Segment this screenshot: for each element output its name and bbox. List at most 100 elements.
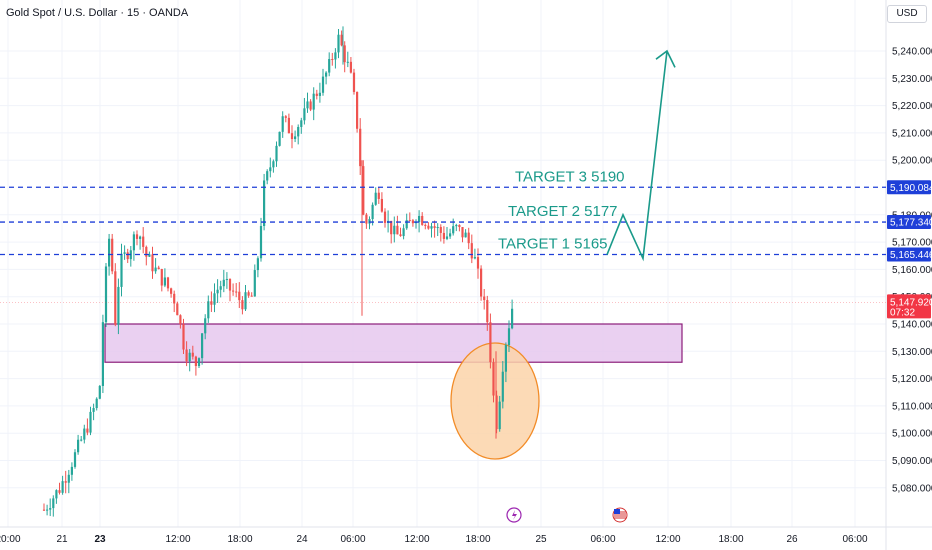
- candle-body: [498, 401, 501, 430]
- candle-body: [359, 128, 362, 167]
- candle-body: [238, 291, 241, 301]
- candle-body: [247, 292, 250, 296]
- candle-body: [86, 428, 89, 433]
- currency-button[interactable]: USD: [887, 5, 927, 23]
- candle-body: [371, 204, 374, 220]
- time-axis[interactable]: 20:00 21 23 12:00 18:00 24 06:00 12:00 18:00 25 06…: [0, 534, 868, 545]
- candle-body: [235, 291, 238, 293]
- target-label: TARGET 3 5190: [515, 168, 625, 185]
- flag-canton: [614, 509, 620, 514]
- projection-arrow: [606, 50, 668, 262]
- candle-body: [185, 349, 188, 362]
- candle-body: [464, 232, 467, 238]
- candle-body: [325, 72, 328, 77]
- level-price-badge: [887, 180, 931, 195]
- candle-body: [148, 254, 151, 257]
- candle-body: [309, 101, 312, 110]
- candle-body: [67, 474, 70, 483]
- candle-body: [58, 490, 61, 493]
- candles: [0, 26, 886, 517]
- price-tick-label: 5,170.000: [892, 238, 932, 249]
- candle-body: [201, 333, 204, 359]
- candle-body: [256, 258, 259, 271]
- time-tick-label: 24: [296, 534, 308, 545]
- candle-body: [114, 271, 117, 325]
- candle-body: [117, 286, 120, 325]
- candle-body: [123, 252, 126, 254]
- candle-body: [461, 227, 464, 238]
- candle-body: [436, 227, 439, 229]
- candle-body: [449, 233, 452, 237]
- candle-body: [269, 167, 272, 172]
- candle-body: [52, 498, 55, 509]
- price-tick-label: 5,130.000: [892, 347, 932, 358]
- time-tick-label: 18:00: [718, 534, 743, 545]
- candle-body: [346, 61, 349, 63]
- price-tick-label: 5,140.000: [892, 320, 932, 331]
- price-tick-label: 5,200.000: [892, 156, 932, 167]
- candle-body: [405, 220, 408, 229]
- symbol-title[interactable]: Gold Spot / U.S. Dollar · 15 · OANDA: [6, 7, 189, 19]
- candle-body: [188, 352, 191, 362]
- level-price-badge-label: 5,177.340: [890, 218, 932, 229]
- candle-body: [275, 145, 278, 162]
- candle-body: [191, 352, 194, 357]
- candle-body: [232, 290, 235, 292]
- drawings: [506, 49, 676, 523]
- candle-body: [294, 136, 297, 140]
- candle-body: [483, 296, 486, 301]
- level-price-badge: [887, 215, 931, 230]
- time-tick-label: 12:00: [165, 534, 190, 545]
- candle-body: [55, 490, 58, 499]
- candle-body: [95, 398, 98, 409]
- candle-body: [476, 257, 480, 269]
- candle-body: [411, 220, 414, 224]
- candle-body: [89, 411, 92, 433]
- time-tick-label: 06:00: [340, 534, 365, 545]
- candle-body: [135, 234, 139, 239]
- candle-body: [170, 288, 173, 294]
- candle-body: [42, 509, 46, 511]
- candle-body: [455, 224, 458, 227]
- candle-body: [315, 93, 318, 96]
- candle-body: [101, 322, 104, 386]
- candle-body: [120, 253, 123, 287]
- candle-body: [452, 226, 455, 234]
- countdown-label: 07:32: [890, 307, 915, 318]
- candle-body: [349, 61, 352, 73]
- candle-body: [166, 277, 170, 289]
- candle-body: [278, 131, 281, 146]
- price-axis[interactable]: 5,240.000 5,230.000 5,220.000 5,210.000 5,20…: [887, 47, 932, 495]
- candle-body: [337, 34, 340, 53]
- candle-body: [219, 286, 222, 290]
- candle-body: [49, 508, 52, 510]
- candle-body: [356, 91, 359, 129]
- candle-body: [442, 232, 445, 239]
- price-tick-label: 5,210.000: [892, 128, 932, 139]
- candle-body: [390, 220, 393, 235]
- target-label: TARGET 1 5165: [498, 236, 608, 253]
- candle-body: [222, 279, 225, 287]
- candle-body: [98, 385, 101, 399]
- candle-body: [321, 76, 325, 93]
- candle-body: [126, 252, 129, 260]
- candle-body: [408, 220, 411, 222]
- candle-body: [297, 126, 300, 137]
- candle-body: [331, 58, 334, 60]
- candle-body: [157, 267, 160, 270]
- price-tick-label: 5,090.000: [892, 456, 932, 467]
- candle-body: [244, 292, 247, 310]
- candle-body: [139, 236, 142, 239]
- candle-body: [480, 268, 483, 297]
- candle-body: [197, 358, 201, 367]
- time-tick-label: 23: [94, 534, 106, 545]
- candle-body: [272, 161, 275, 168]
- price-tick-label: 5,100.000: [892, 429, 932, 440]
- candle-body: [439, 227, 442, 233]
- candle-body: [303, 108, 306, 121]
- current-price-label: 5,147.920: [890, 297, 932, 308]
- candle-body: [489, 322, 492, 363]
- level-price-badge: [887, 247, 931, 262]
- candle-body: [290, 133, 294, 140]
